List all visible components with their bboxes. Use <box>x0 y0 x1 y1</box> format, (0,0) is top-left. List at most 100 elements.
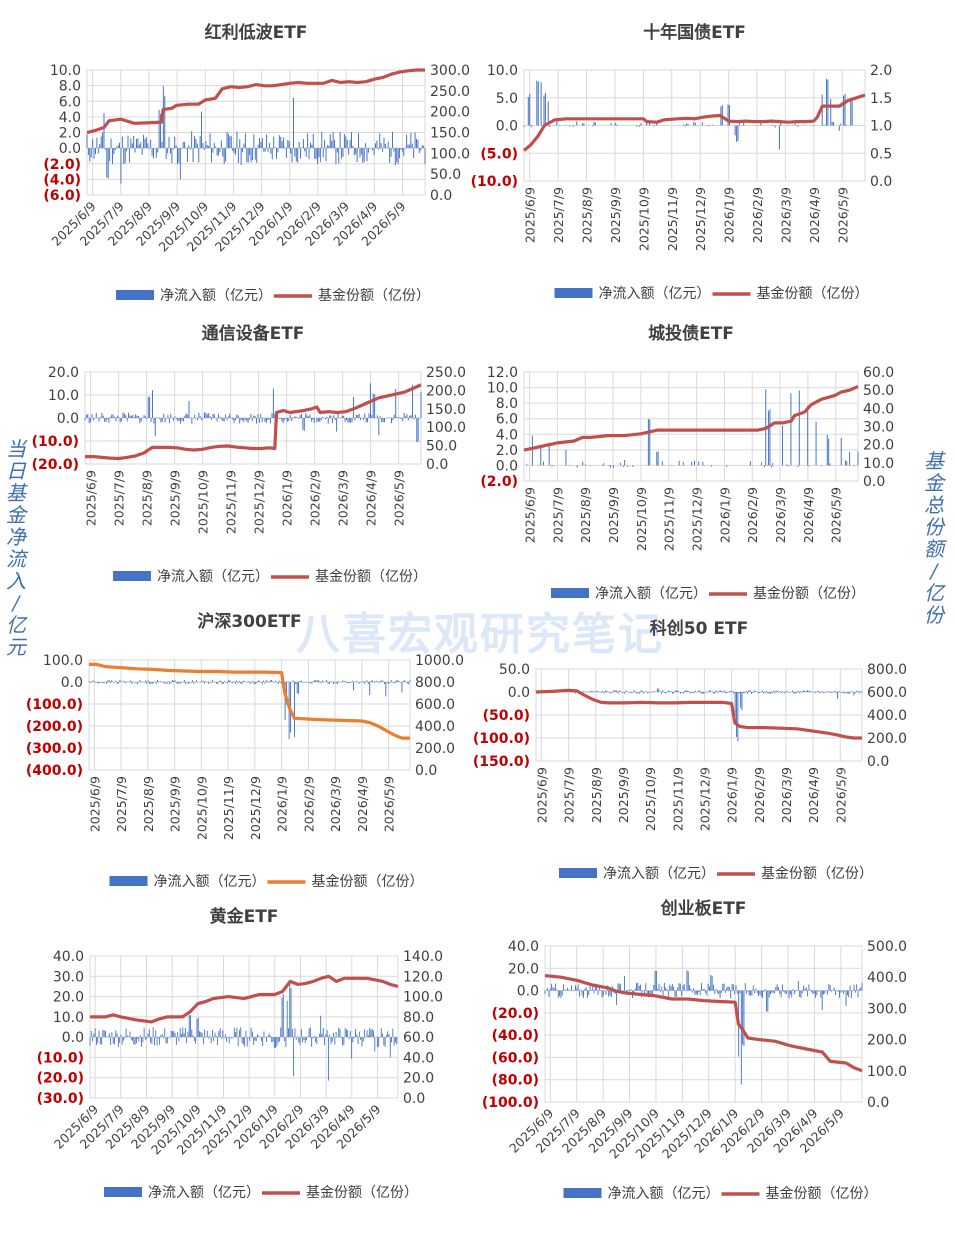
flow-bar <box>393 1037 395 1046</box>
flow-bar <box>389 417 391 419</box>
flow-bar <box>326 1030 328 1038</box>
flow-bar <box>823 124 825 126</box>
flow-bar <box>670 986 672 991</box>
flow-bar <box>302 1037 304 1043</box>
flow-bar <box>393 682 395 683</box>
flow-bar <box>265 680 267 682</box>
flow-bar <box>294 148 296 157</box>
flow-bar <box>326 680 328 682</box>
flow-bar <box>243 418 245 422</box>
flow-bar <box>234 418 236 421</box>
flow-bar <box>830 98 832 126</box>
x-tick-label: 2026/3/9 <box>336 470 351 526</box>
flow-bar <box>376 415 378 418</box>
flow-bar <box>314 680 316 682</box>
right-tick-label: 0.0 <box>403 1091 425 1107</box>
flow-bar <box>208 413 210 418</box>
flow-bar <box>809 691 811 692</box>
flow-bar <box>760 121 762 126</box>
left-tick-label: (10.0) <box>32 434 79 450</box>
flow-bar <box>352 145 354 149</box>
left-tick-label: (10.0) <box>37 1050 84 1066</box>
flow-bar <box>218 413 220 418</box>
flow-bar <box>703 988 705 991</box>
flow-bar <box>828 438 830 466</box>
flow-bar <box>840 990 842 993</box>
flow-bar <box>287 140 289 149</box>
flow-bar <box>396 416 398 418</box>
flow-bar <box>206 681 208 683</box>
flow-bar <box>241 682 243 684</box>
flow-bar <box>407 144 409 149</box>
flow-bar <box>592 692 594 693</box>
flow-bar <box>164 1028 166 1038</box>
flow-bar <box>152 148 154 159</box>
watermark: 八喜宏观研究笔记 <box>296 609 664 660</box>
flow-bar <box>828 984 830 991</box>
flow-bar <box>824 124 826 126</box>
flow-bar <box>194 414 196 418</box>
flow-bar <box>323 417 325 419</box>
flow-bar <box>363 148 365 162</box>
flow-bar <box>243 143 245 149</box>
left-tick-label: (100.0) <box>473 731 530 747</box>
flow-bar <box>397 1036 399 1038</box>
flow-bar <box>803 125 805 126</box>
flow-bar <box>281 418 283 422</box>
flow-bar <box>190 1015 191 1038</box>
flow-bar <box>111 414 113 418</box>
flow-bar <box>761 690 763 692</box>
flow-bar <box>365 143 367 149</box>
flow-bar <box>564 125 566 126</box>
flow-bar <box>161 1033 163 1038</box>
flow-bar <box>304 681 306 683</box>
flow-bar <box>692 692 694 694</box>
flow-bar <box>728 987 730 991</box>
flow-bar <box>349 682 351 684</box>
shares-line <box>535 688 862 740</box>
flow-bar <box>336 1036 338 1038</box>
flow-bar <box>599 691 601 693</box>
flow-bar <box>222 1030 224 1038</box>
flow-bar <box>185 682 187 685</box>
x-tick-label: 2026/4/9 <box>807 187 822 243</box>
flow-bar <box>100 682 102 683</box>
flow-bar <box>186 148 188 162</box>
flow-bar <box>224 681 226 682</box>
flow-bar <box>723 690 725 692</box>
flow-bar <box>328 145 330 149</box>
left-tick-label: 30.0 <box>53 969 84 985</box>
flow-bar <box>86 134 88 149</box>
x-tick-label: 2025/7/9 <box>114 776 129 832</box>
flow-bar <box>289 414 291 418</box>
flow-bar <box>544 92 546 126</box>
flow-bar <box>232 682 234 684</box>
flow-bar <box>547 988 549 991</box>
flow-bar <box>97 1037 99 1043</box>
flow-bar <box>273 136 275 149</box>
flow-bar <box>860 690 862 692</box>
x-tick-label: 2025/9/9 <box>616 767 631 823</box>
x-tick-label: 2025/10/9 <box>194 776 209 840</box>
flow-bar <box>202 142 204 149</box>
flow-bar <box>772 690 774 692</box>
flow-bar <box>585 692 587 693</box>
flow-bar <box>565 990 567 991</box>
flow-bar <box>722 983 724 991</box>
flow-bar <box>338 1027 340 1038</box>
flow-bar <box>626 691 628 692</box>
flow-bar <box>148 148 150 150</box>
flow-bar <box>274 147 276 149</box>
flow-bar <box>750 990 752 996</box>
flow-bar <box>701 692 703 694</box>
flow-bar <box>722 692 724 693</box>
left-tick-label: 0.0 <box>57 411 79 427</box>
flow-bar <box>191 418 193 424</box>
flow-bar <box>114 1037 115 1045</box>
flow-bar <box>362 680 364 682</box>
chart-1: 红利低波ETF10.08.06.04.02.00.0(2.0)(4.0)(6.0… <box>43 22 470 304</box>
flow-bar <box>358 413 360 418</box>
flow-bar <box>622 465 624 467</box>
x-tick-label: 2025/8/9 <box>580 187 595 243</box>
flow-bar <box>786 690 788 692</box>
